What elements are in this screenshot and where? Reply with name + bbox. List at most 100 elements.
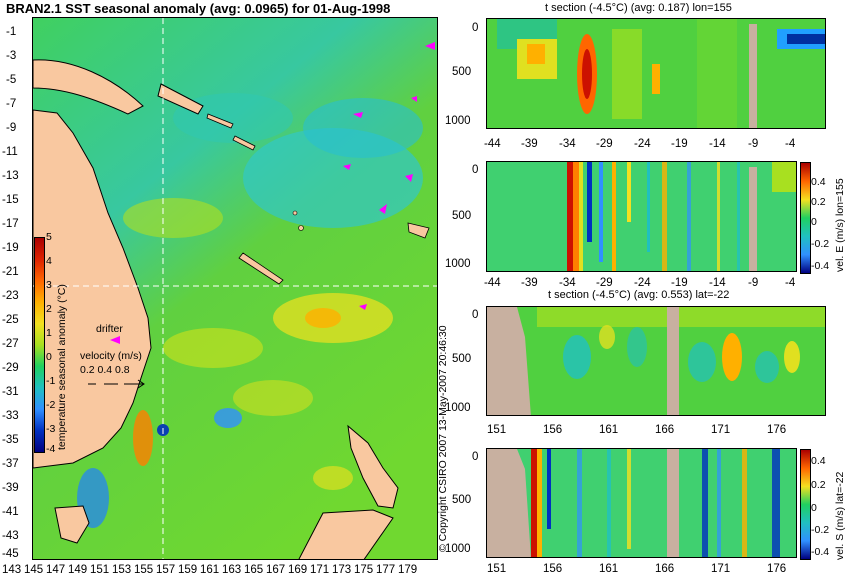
section4-xtick: 151 xyxy=(487,563,507,575)
section1-xtick: -24 xyxy=(634,138,651,150)
lat-tick: -35 xyxy=(2,434,19,446)
section2-ytick: 500 xyxy=(452,210,472,222)
lat-tick: -25 xyxy=(2,314,19,326)
section4-colorbar-label: vel. S (m/s) lat=-22 xyxy=(834,471,846,560)
lon-tick: 155 xyxy=(134,564,154,576)
lat-tick: -3 xyxy=(6,50,17,62)
section1-xtick: -44 xyxy=(484,138,501,150)
lat-tick: -27 xyxy=(2,338,19,350)
section2-colorbar-tick: 0.4 xyxy=(811,176,826,188)
section1-xtick: -39 xyxy=(521,138,538,150)
section3-xtick: 166 xyxy=(655,424,675,436)
lon-tick: 173 xyxy=(332,564,352,576)
section1-ytick: 500 xyxy=(452,66,472,78)
section3-ytick: 1000 xyxy=(445,402,471,414)
lon-tick: 175 xyxy=(354,564,374,576)
lon-tick: 159 xyxy=(178,564,198,576)
section2-xtick: -14 xyxy=(709,277,726,289)
lon-tick: 169 xyxy=(288,564,308,576)
lat-tick: -9 xyxy=(6,122,17,134)
section2-colorbar-label: vel. E (m/s) lon=155 xyxy=(834,178,846,272)
colorbar-tick: 2 xyxy=(46,303,52,315)
drifter-markers xyxy=(343,42,435,310)
section2-colorbar-tick: 0 xyxy=(811,216,817,228)
lat-tick: -39 xyxy=(2,482,19,494)
colorbar-tick: 0 xyxy=(46,351,52,363)
lat-tick: -43 xyxy=(2,530,19,542)
section1-xtick: -9 xyxy=(748,138,759,150)
copyright-notice: © Copyright CSIRO 2007 13-May-2007 20:46… xyxy=(437,325,449,552)
lon-tick: 151 xyxy=(90,564,110,576)
lon-tick: 177 xyxy=(376,564,396,576)
section1-plot xyxy=(486,18,826,129)
section2-xtick: -24 xyxy=(634,277,651,289)
lat-tick: -21 xyxy=(2,266,19,278)
section3-xtick: 161 xyxy=(599,424,619,436)
section2-xtick: -34 xyxy=(559,277,576,289)
drifter-legend-label: drifter xyxy=(96,323,123,335)
lon-tick: 167 xyxy=(266,564,286,576)
lon-tick: 157 xyxy=(156,564,176,576)
lat-tick: -11 xyxy=(2,146,18,158)
temperature-colorbar xyxy=(34,237,45,453)
section3-title: t section (-4.5°C) (avg: 0.553) lat=-22 xyxy=(548,289,730,301)
lon-tick: 147 xyxy=(46,564,66,576)
section2-colorbar xyxy=(800,162,811,274)
section2-xtick: -9 xyxy=(748,277,759,289)
section2-colorbar-tick: 0.2 xyxy=(811,196,826,208)
section1-ytick: 0 xyxy=(472,22,479,34)
section3-plot xyxy=(486,306,826,416)
section4-colorbar-tick: 0.2 xyxy=(811,479,826,491)
lon-tick: 145 xyxy=(24,564,44,576)
lon-tick: 149 xyxy=(68,564,88,576)
colorbar-tick: 1 xyxy=(46,327,52,339)
section4-colorbar-tick: 0 xyxy=(811,502,817,514)
lat-tick: -19 xyxy=(2,242,19,254)
section2-ytick: 1000 xyxy=(445,258,471,270)
section3-xtick: 151 xyxy=(487,424,507,436)
section4-colorbar-tick: -0.2 xyxy=(811,524,830,536)
section1-xtick: -14 xyxy=(709,138,726,150)
lat-tick: -31 xyxy=(2,386,19,398)
section4-plot xyxy=(486,448,797,558)
lon-tick: 179 xyxy=(398,564,418,576)
lat-tick: -37 xyxy=(2,458,19,470)
section4-xtick: 176 xyxy=(767,563,787,575)
lon-tick: 143 xyxy=(2,564,22,576)
section4-ytick: 1000 xyxy=(445,543,471,555)
lat-tick: -41 xyxy=(2,506,19,518)
colorbar-tick: -2 xyxy=(46,399,56,411)
section2-colorbar-tick: -0.2 xyxy=(811,238,830,250)
section3-xtick: 176 xyxy=(767,424,787,436)
colorbar-label: temperature seasonal anomaly (°C) xyxy=(56,284,68,450)
section3-ytick: 500 xyxy=(452,353,472,365)
section3-xtick: 156 xyxy=(543,424,563,436)
section4-colorbar-tick: -0.4 xyxy=(811,546,830,558)
colorbar-tick: -3 xyxy=(46,423,56,435)
section2-ytick: 0 xyxy=(472,164,479,176)
lon-tick: 161 xyxy=(200,564,220,576)
lat-tick: -15 xyxy=(2,194,19,206)
velocity-legend-title: velocity (m/s) xyxy=(80,350,142,362)
section2-xtick: -39 xyxy=(521,277,538,289)
lat-tick: -33 xyxy=(2,410,19,422)
lat-tick: -45 xyxy=(2,548,19,560)
section4-colorbar xyxy=(800,449,811,560)
lon-tick: 171 xyxy=(310,564,330,576)
lon-tick: 165 xyxy=(244,564,264,576)
drifter-legend-icon xyxy=(110,336,120,344)
section4-xtick: 156 xyxy=(543,563,563,575)
section2-xtick: -44 xyxy=(484,277,501,289)
section4-xtick: 161 xyxy=(599,563,619,575)
section4-xtick: 171 xyxy=(711,563,731,575)
lat-tick: -29 xyxy=(2,362,19,374)
colorbar-tick: -1 xyxy=(46,375,56,387)
section1-xtick: -29 xyxy=(596,138,613,150)
velocity-legend-arrows xyxy=(88,379,145,389)
colorbar-tick: 5 xyxy=(46,231,52,243)
lon-tick: 163 xyxy=(222,564,242,576)
section1-ytick: 1000 xyxy=(445,115,471,127)
colorbar-tick: -4 xyxy=(46,443,56,455)
section2-plot xyxy=(486,161,797,272)
section4-ytick: 0 xyxy=(472,451,479,463)
